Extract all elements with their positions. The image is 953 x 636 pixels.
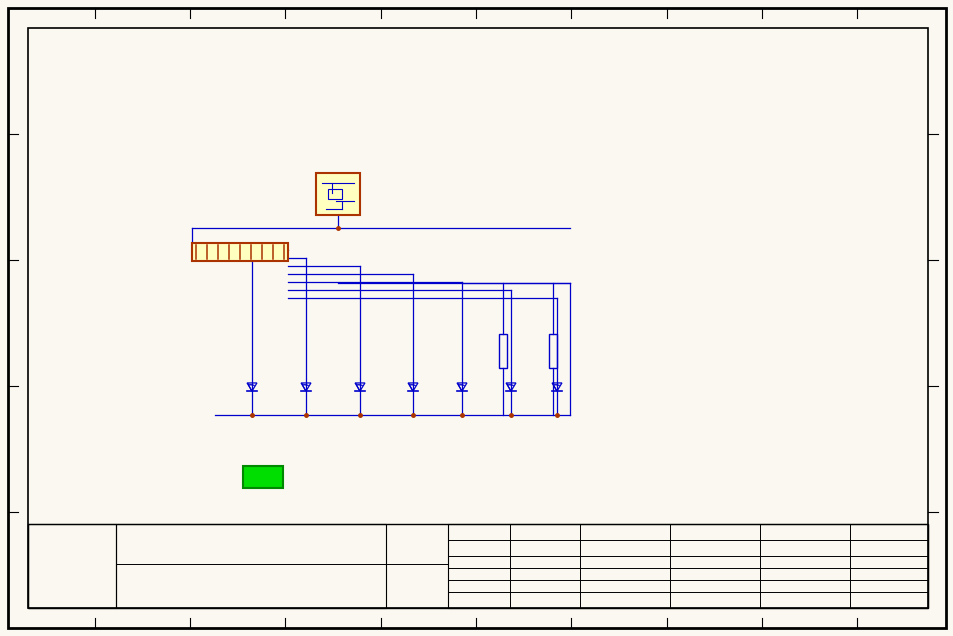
Bar (448, 524, 927, 608)
Bar (243, 466, 283, 488)
Bar (28, 524, 116, 608)
Bar (116, 524, 386, 608)
Bar (328, 189, 341, 199)
Bar (315, 173, 359, 215)
Bar (548, 334, 557, 368)
Bar (498, 334, 506, 368)
Bar (192, 243, 288, 261)
Bar (28, 524, 927, 608)
